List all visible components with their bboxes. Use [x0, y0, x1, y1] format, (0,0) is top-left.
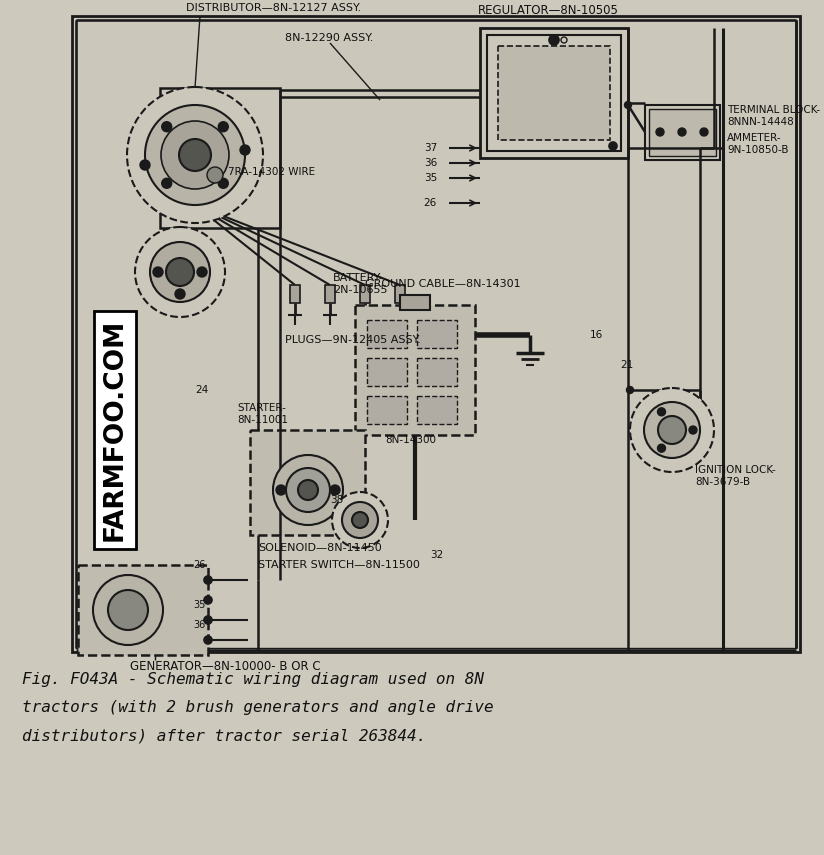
Circle shape — [162, 179, 171, 188]
Circle shape — [240, 145, 250, 155]
Circle shape — [218, 179, 228, 188]
Text: 7RA-14302 WIRE: 7RA-14302 WIRE — [228, 167, 315, 177]
Circle shape — [656, 128, 664, 136]
Text: tractors (with 2 brush generators and angle drive: tractors (with 2 brush generators and an… — [22, 700, 494, 715]
Circle shape — [298, 480, 318, 500]
Bar — [367, 396, 407, 424]
Text: 32: 32 — [430, 550, 443, 560]
Circle shape — [161, 121, 229, 189]
Text: SOLENOID—8N-11450: SOLENOID—8N-11450 — [258, 543, 382, 553]
Bar — [290, 285, 300, 303]
Circle shape — [197, 267, 207, 277]
Bar — [417, 396, 457, 424]
Bar — [355, 305, 475, 435]
Bar — [649, 109, 716, 156]
Circle shape — [145, 105, 245, 205]
Circle shape — [678, 128, 686, 136]
Bar — [78, 565, 208, 655]
Circle shape — [153, 267, 163, 277]
Text: IGNITION LOCK-
8N-3679-B: IGNITION LOCK- 8N-3679-B — [695, 465, 775, 486]
Circle shape — [625, 102, 631, 109]
Text: 8N-14300: 8N-14300 — [385, 435, 436, 445]
Bar — [498, 46, 610, 140]
Circle shape — [150, 242, 210, 302]
Text: 38: 38 — [330, 495, 344, 505]
Text: 26: 26 — [424, 198, 437, 208]
Circle shape — [218, 121, 228, 132]
Circle shape — [162, 121, 171, 132]
Circle shape — [273, 455, 343, 525]
Text: 16: 16 — [590, 330, 603, 340]
Bar — [325, 285, 335, 303]
Bar — [417, 320, 457, 348]
Text: AMMETER-
9N-10850-B: AMMETER- 9N-10850-B — [727, 133, 789, 155]
Bar — [400, 295, 430, 310]
Bar — [487, 35, 621, 151]
Circle shape — [689, 426, 697, 434]
Text: 36: 36 — [193, 620, 205, 630]
Bar — [645, 105, 720, 160]
Text: Fig. FO43A - Schematic wiring diagram used on 8N: Fig. FO43A - Schematic wiring diagram us… — [22, 672, 484, 687]
Circle shape — [549, 35, 559, 45]
Circle shape — [352, 512, 368, 528]
Circle shape — [93, 575, 163, 645]
Text: GENERATOR—8N-10000- B OR C: GENERATOR—8N-10000- B OR C — [130, 660, 321, 673]
Text: 8N-12290 ASSY.: 8N-12290 ASSY. — [285, 33, 373, 43]
Bar — [250, 430, 365, 535]
Text: BATTERY-
2N-10655: BATTERY- 2N-10655 — [333, 274, 387, 295]
Bar — [72, 16, 800, 652]
Circle shape — [561, 37, 567, 43]
Circle shape — [135, 227, 225, 317]
Bar — [480, 28, 628, 158]
Text: DISTRIBUTOR—8N-12127 ASSY.: DISTRIBUTOR—8N-12127 ASSY. — [186, 3, 361, 13]
Circle shape — [609, 142, 617, 150]
Text: 35: 35 — [424, 173, 437, 183]
Circle shape — [127, 87, 263, 223]
Text: 24: 24 — [195, 385, 208, 395]
Bar — [76, 20, 796, 648]
Circle shape — [658, 445, 666, 452]
Circle shape — [658, 408, 666, 416]
Circle shape — [108, 590, 148, 630]
Circle shape — [626, 386, 634, 393]
Text: 21: 21 — [620, 360, 634, 370]
Text: TERMINAL BLOCK-
8NNN-14448: TERMINAL BLOCK- 8NNN-14448 — [727, 105, 820, 127]
Circle shape — [342, 502, 378, 538]
Text: GROUND CABLE—8N-14301: GROUND CABLE—8N-14301 — [365, 279, 521, 289]
Circle shape — [630, 388, 714, 472]
Bar — [417, 358, 457, 386]
Bar — [360, 285, 370, 303]
Circle shape — [658, 416, 686, 444]
Bar — [395, 285, 405, 303]
Circle shape — [204, 596, 212, 604]
Circle shape — [175, 289, 185, 299]
Circle shape — [644, 402, 700, 458]
Circle shape — [179, 139, 211, 171]
Text: FARMFOO.COM: FARMFOO.COM — [102, 319, 128, 541]
Circle shape — [140, 160, 150, 170]
Text: STARTER-
8N-11001: STARTER- 8N-11001 — [237, 404, 288, 425]
Text: 36: 36 — [424, 158, 437, 168]
Text: 26: 26 — [193, 560, 205, 570]
Circle shape — [276, 485, 286, 495]
Text: 35: 35 — [193, 600, 205, 610]
Circle shape — [204, 636, 212, 644]
Circle shape — [204, 616, 212, 624]
Bar — [367, 320, 407, 348]
Circle shape — [332, 492, 388, 548]
Bar — [160, 88, 280, 228]
Text: REGULATOR—8N-10505: REGULATOR—8N-10505 — [478, 3, 619, 16]
Text: STARTER SWITCH—8N-11500: STARTER SWITCH—8N-11500 — [258, 560, 420, 570]
Circle shape — [286, 468, 330, 512]
Circle shape — [207, 167, 223, 183]
Circle shape — [166, 258, 194, 286]
Circle shape — [204, 576, 212, 584]
Text: PLUGS—9N-12405 ASSY.: PLUGS—9N-12405 ASSY. — [285, 335, 421, 345]
Circle shape — [700, 128, 708, 136]
Bar — [367, 358, 407, 386]
Circle shape — [330, 485, 340, 495]
Text: 37: 37 — [424, 143, 437, 153]
Text: distributors) after tractor serial 263844.: distributors) after tractor serial 26384… — [22, 728, 426, 743]
